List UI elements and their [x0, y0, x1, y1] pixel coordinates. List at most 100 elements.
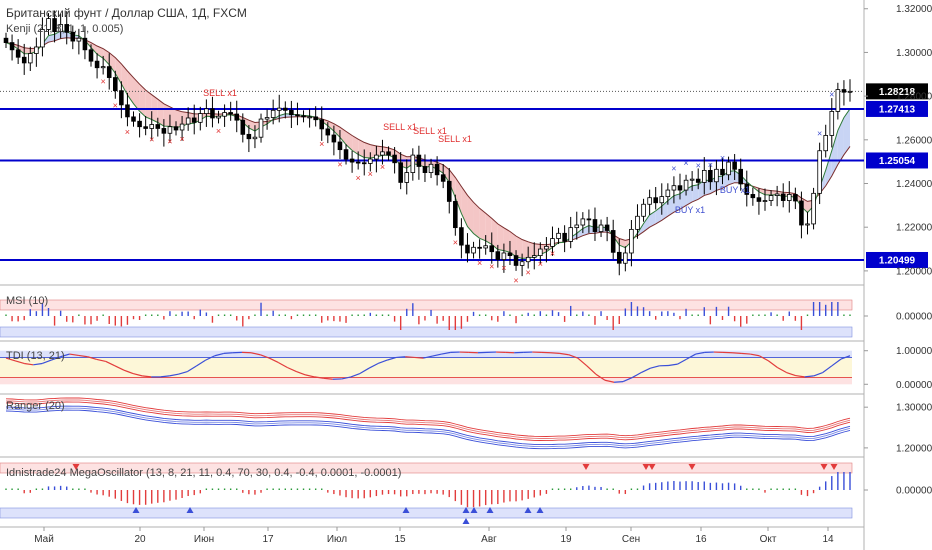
candle-body	[616, 251, 622, 264]
tdi-line-segment	[287, 366, 297, 373]
sell-x-mark: ×	[453, 238, 458, 248]
cloud-segment	[825, 150, 832, 186]
candle-body	[756, 197, 762, 202]
mega-pane-title: Idnistrade24 MegaOscillator (13, 8, 21, …	[6, 467, 402, 479]
cloud-segment	[479, 208, 486, 241]
candle-body	[629, 228, 634, 254]
candle-body	[40, 29, 45, 48]
candle-body	[780, 193, 786, 201]
candle-body	[113, 77, 118, 92]
sell-x-mark: ×	[149, 135, 154, 145]
support-resistance-levels[interactable]: 1.27413 1.25054 1.20499 1.28218	[0, 83, 928, 268]
candle-body	[380, 151, 385, 156]
candle-body	[422, 166, 428, 173]
buy-x-mark: ×	[683, 158, 688, 168]
price-candles[interactable]	[3, 10, 853, 277]
tdi-line-segment	[14, 360, 25, 365]
candle-body	[349, 158, 355, 163]
cloud-segment	[364, 142, 371, 159]
candle-body	[149, 124, 155, 129]
tdi-line-segment	[795, 374, 805, 378]
cloud-segment	[667, 195, 674, 217]
cloud-segment	[358, 139, 365, 158]
cloud-segment	[455, 177, 462, 214]
cloud-segment	[163, 103, 170, 127]
candle-body	[404, 172, 410, 183]
price-tick-label: 1.28000	[896, 92, 932, 103]
cloud-segment	[97, 45, 104, 59]
candle-body	[714, 168, 719, 183]
cloud-segment	[157, 99, 164, 127]
signal-label: BUY x1	[720, 185, 750, 195]
tdi-line-segment	[595, 373, 606, 381]
tdi-line-segment	[813, 371, 823, 377]
tdi-line-segment	[142, 375, 152, 378]
cloud-segment	[109, 52, 116, 74]
candle-body	[155, 124, 161, 129]
tdi-line-segment	[132, 372, 143, 377]
candle-body	[88, 49, 94, 62]
candle-body	[343, 149, 349, 160]
tdi-line-segment	[622, 377, 633, 383]
candle-body	[167, 126, 173, 134]
time-tick-label: 14	[822, 534, 834, 545]
candle-body	[76, 37, 82, 42]
price-tick-label: 1.20000	[896, 266, 932, 277]
kenji-cloud	[5, 30, 851, 259]
cloud-segment	[661, 200, 668, 221]
pane-tick-label: 0.00000	[896, 486, 932, 497]
candle-body	[331, 134, 337, 143]
tdi-line-segment	[314, 376, 324, 379]
tdi-line-segment	[323, 377, 333, 380]
time-tick-label: 19	[560, 534, 572, 545]
tdi-line-segment	[368, 362, 379, 369]
tdi-line-segment	[250, 352, 261, 356]
signal-label: BUY x1	[675, 205, 705, 215]
cloud-segment	[145, 90, 152, 120]
tdi-line-segment	[432, 353, 442, 357]
pane-tick-label: 0.00000	[896, 380, 932, 391]
candle-body	[28, 53, 33, 64]
cloud-segment	[333, 123, 340, 138]
tdi-line-segment	[423, 355, 433, 359]
buy-triangle	[132, 507, 140, 513]
sell-triangle	[688, 464, 696, 470]
tdi-line-segment	[804, 375, 814, 378]
cloud-segment	[516, 236, 523, 259]
sell-triangle	[830, 464, 838, 470]
buy-triangle	[186, 507, 194, 513]
sell-triangle	[582, 464, 590, 470]
tdi-middle-zone	[0, 357, 852, 378]
tdi-line-segment	[405, 356, 415, 359]
candle-body	[119, 90, 124, 106]
candle-body	[386, 151, 391, 156]
candle-body	[355, 161, 361, 164]
ranger-band-line	[5, 397, 851, 437]
candle-body	[805, 223, 810, 226]
level-price-label: 1.27413	[879, 104, 916, 115]
candle-body	[562, 232, 567, 242]
candle-body	[94, 60, 100, 69]
tdi-line-segment	[341, 376, 351, 380]
slow-ma-line	[5, 37, 851, 246]
candle-body	[477, 246, 482, 249]
buy-x-mark: ×	[696, 160, 701, 170]
candle-body	[635, 215, 640, 230]
candle-body	[823, 135, 828, 152]
time-tick-label: 20	[134, 534, 146, 545]
candle-body	[106, 66, 112, 78]
candle-body	[319, 119, 325, 130]
tdi-line-segment	[359, 367, 370, 375]
tdi-line-segment	[758, 355, 769, 362]
level-price-tag	[866, 100, 928, 117]
candle-body	[416, 154, 422, 167]
candle-body	[799, 200, 804, 226]
candle-body	[574, 224, 580, 229]
candle-body	[677, 185, 683, 191]
time-tick-label: Авг	[481, 534, 497, 545]
candle-body	[440, 174, 446, 182]
tdi-line-segment	[268, 357, 279, 364]
tdi-line-segment	[650, 365, 660, 369]
candle-body	[325, 128, 331, 136]
candle-body	[368, 158, 373, 164]
